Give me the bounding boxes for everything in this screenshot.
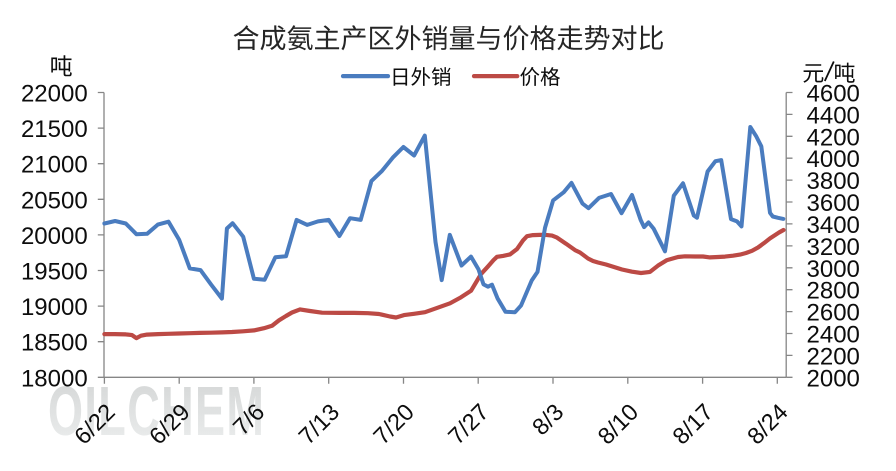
svg-text:2600: 2600: [807, 300, 860, 327]
svg-text:4000: 4000: [807, 146, 860, 173]
svg-text:4600: 4600: [807, 81, 860, 108]
svg-text:3200: 3200: [807, 234, 860, 261]
svg-text:3600: 3600: [807, 190, 860, 217]
svg-text:2400: 2400: [807, 322, 860, 349]
svg-text:19500: 19500: [21, 259, 88, 286]
svg-text:3000: 3000: [807, 256, 860, 283]
svg-text:20500: 20500: [21, 187, 88, 214]
svg-text:18000: 18000: [21, 365, 88, 392]
svg-text:22000: 22000: [21, 81, 88, 108]
svg-text:4400: 4400: [807, 102, 860, 129]
svg-text:OILCHEM: OILCHEM: [48, 373, 265, 450]
svg-text:21000: 21000: [21, 152, 88, 179]
svg-text:18500: 18500: [21, 330, 88, 357]
svg-text:2800: 2800: [807, 278, 860, 305]
svg-text:21500: 21500: [21, 116, 88, 143]
svg-text:19000: 19000: [21, 294, 88, 321]
svg-text:4200: 4200: [807, 124, 860, 151]
svg-text:3800: 3800: [807, 168, 860, 195]
svg-text:2000: 2000: [807, 365, 860, 392]
svg-text:2200: 2200: [807, 343, 860, 370]
svg-text:3400: 3400: [807, 212, 860, 239]
svg-text:20000: 20000: [21, 223, 88, 250]
